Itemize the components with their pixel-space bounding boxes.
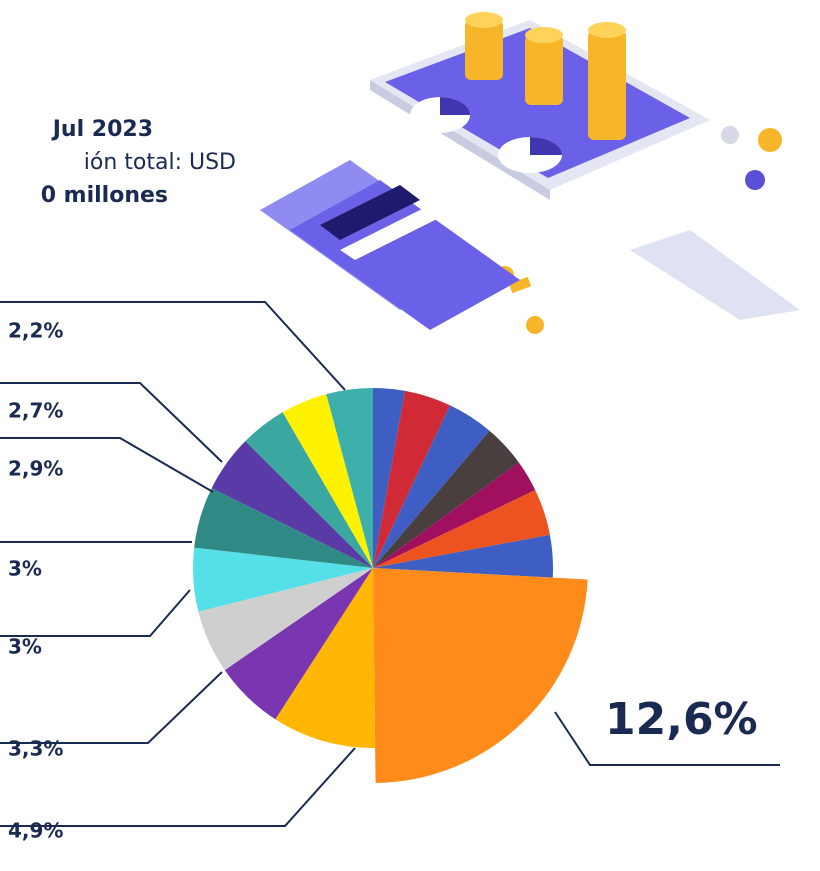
illustration (260, 12, 800, 334)
value-label: 4,9% (8, 819, 63, 843)
leader-line (0, 302, 345, 390)
subtitle: ión total: USD (84, 150, 236, 175)
infographic: Jul 2023 ión total: USD 0 millones 12,6%… (0, 0, 820, 871)
value-label: 3% (8, 635, 42, 659)
leader-line (0, 672, 222, 743)
value-label: 12,6% (605, 694, 758, 745)
pie (193, 388, 588, 783)
value-label: 2,2% (8, 319, 63, 343)
title: Jul 2023 (51, 117, 153, 142)
value-label: 2,7% (8, 399, 63, 423)
subtitle: 0 millones (41, 183, 168, 208)
pie-slice (373, 568, 588, 783)
leader-line (0, 383, 222, 462)
value-label: 3% (8, 557, 42, 581)
value-label: 3,3% (8, 737, 63, 761)
leader-line (0, 590, 190, 636)
value-label: 2,9% (8, 457, 63, 481)
